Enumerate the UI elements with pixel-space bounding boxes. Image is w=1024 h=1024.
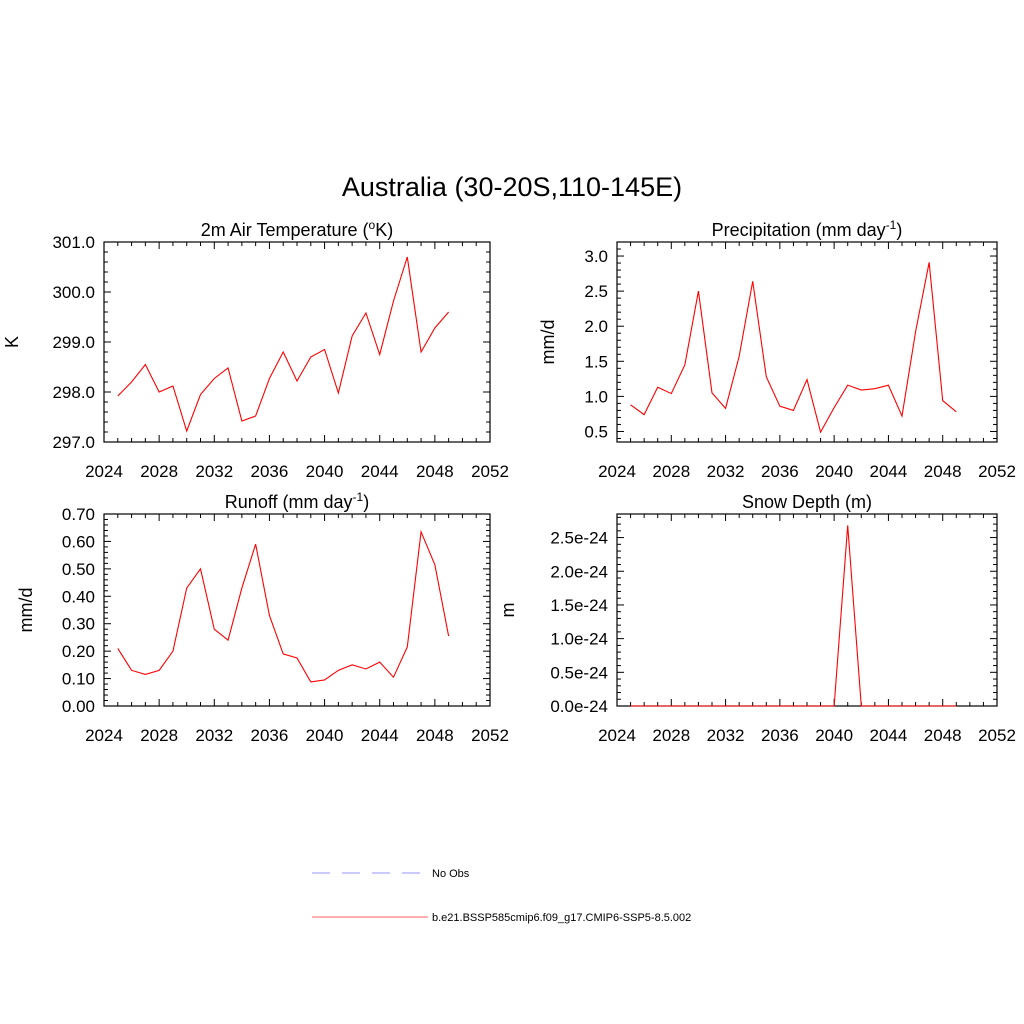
x-tick-label: 2036 (251, 726, 289, 745)
main-title: Australia (30-20S,110-145E) (342, 172, 682, 202)
x-tick-label: 2052 (471, 726, 509, 745)
y-tick-label: 0.10 (62, 670, 95, 689)
x-tick-label: 2036 (761, 462, 799, 481)
x-tick-label: 2040 (815, 462, 853, 481)
panel-runoff: 2024 2028 2032 2036 2040 2044 2048 2052 0.00 0.10… (16, 490, 509, 745)
title-part: Runoff (mm day (225, 492, 353, 512)
y-axis-label: mm/d (16, 588, 36, 633)
x-tick-label: 2028 (140, 462, 178, 481)
x-tick-label: 2040 (306, 726, 344, 745)
y-tick-label: 0.70 (62, 505, 95, 524)
x-tick-label: 2028 (140, 726, 178, 745)
panels: 2024 2028 2032 2036 2040 2044 2048 2052 297.0 298… (2, 218, 1016, 745)
x-tick-label: 2040 (815, 726, 853, 745)
y-tick-label: 299.0 (52, 333, 95, 352)
x-tick-label: 2036 (761, 726, 799, 745)
plot-frame (103, 513, 491, 707)
panel-snow-depth: 2024 2028 2032 2036 2040 2044 2048 2052 0.0e-24 0… (498, 492, 1016, 745)
legend: No Obs b.e21.BSSP585cmip6.f09_g17.CMIP6-… (312, 868, 691, 924)
y-tick-label: 1.5e-24 (550, 596, 608, 615)
plot-frame (616, 241, 998, 443)
y-tick-label: 0.20 (62, 642, 95, 661)
panel-air-temperature: 2024 2028 2032 2036 2040 2044 2048 2052 297.0 298… (2, 218, 509, 481)
y-tick-label: 0.40 (62, 587, 95, 606)
title-superscript: o (369, 218, 376, 232)
x-tick-label: 2024 (85, 726, 123, 745)
x-tick-label: 2032 (195, 462, 233, 481)
panel-precipitation: 2024 2028 2032 2036 2040 2044 2048 2052 0.5 1.0 1.… (538, 218, 1016, 481)
y-tick-label: 2.5 (584, 282, 608, 301)
plot-frame (616, 513, 998, 707)
title-part: 2m Air Temperature ( (201, 220, 369, 240)
x-tick-label: 2048 (416, 726, 454, 745)
x-tick-label: 2028 (652, 462, 690, 481)
x-tick-label: 2052 (978, 726, 1016, 745)
x-tick-label: 2024 (598, 462, 636, 481)
y-axis-label: K (2, 336, 22, 348)
title-part: Precipitation (mm day (712, 220, 886, 240)
x-tick-label: 2032 (195, 726, 233, 745)
x-tick-label: 2044 (361, 726, 399, 745)
series-line (117, 529, 450, 683)
y-tick-label: 0.5e-24 (550, 663, 608, 682)
y-tick-label: 298.0 (52, 383, 95, 402)
panel-title: Precipitation (mm day-1) (712, 218, 903, 240)
x-tick-label: 2036 (251, 462, 289, 481)
title-part: K) (375, 220, 393, 240)
x-tick-label: 2024 (85, 462, 123, 481)
y-tick-label: 0.50 (62, 560, 95, 579)
title-part: Snow Depth (m) (742, 492, 872, 512)
y-axis-label: m (498, 603, 518, 618)
y-tick-label: 2.5e-24 (550, 529, 608, 548)
legend-label-model: b.e21.BSSP585cmip6.f09_g17.CMIP6-SSP5-8.… (432, 912, 691, 924)
title-part: ) (896, 220, 902, 240)
title-superscript: -1 (353, 490, 364, 504)
panel-title: Snow Depth (m) (742, 492, 872, 512)
y-tick-label: 0.60 (62, 532, 95, 551)
x-tick-label: 2052 (471, 462, 509, 481)
x-tick-label: 2032 (707, 726, 745, 745)
x-tick-label: 2048 (924, 462, 962, 481)
x-tick-label: 2032 (707, 462, 745, 481)
x-tick-label: 2044 (870, 462, 908, 481)
y-tick-label: 3.0 (584, 247, 608, 266)
y-tick-label: 0.30 (62, 615, 95, 634)
x-tick-label: 2048 (416, 462, 454, 481)
y-tick-label: 1.0e-24 (550, 630, 608, 649)
series-line (630, 525, 957, 707)
y-tick-label: 0.0e-24 (550, 697, 608, 716)
panel-title: 2m Air Temperature (oK) (201, 218, 393, 240)
y-tick-label: 2.0 (584, 317, 608, 336)
y-tick-label: 0.5 (584, 422, 608, 441)
panel-title: Runoff (mm day-1) (225, 490, 369, 512)
series-line (117, 256, 450, 433)
y-axis-label: mm/d (538, 320, 558, 365)
y-tick-label: 2.0e-24 (550, 562, 608, 581)
x-tick-label: 2028 (652, 726, 690, 745)
x-tick-label: 2044 (870, 726, 908, 745)
y-tick-label: 1.5 (584, 352, 608, 371)
y-tick-label: 301.0 (52, 233, 95, 252)
title-part: ) (363, 492, 369, 512)
x-tick-label: 2048 (924, 726, 962, 745)
y-tick-label: 300.0 (52, 283, 95, 302)
x-tick-label: 2052 (978, 462, 1016, 481)
y-tick-label: 0.00 (62, 697, 95, 716)
x-tick-label: 2024 (598, 726, 636, 745)
y-tick-label: 1.0 (584, 387, 608, 406)
x-tick-label: 2044 (361, 462, 399, 481)
series-line (630, 262, 957, 434)
plot-frame (103, 241, 491, 443)
y-tick-label: 297.0 (52, 433, 95, 452)
x-tick-label: 2040 (306, 462, 344, 481)
title-superscript: -1 (886, 218, 897, 232)
legend-label-no-obs: No Obs (432, 868, 470, 880)
